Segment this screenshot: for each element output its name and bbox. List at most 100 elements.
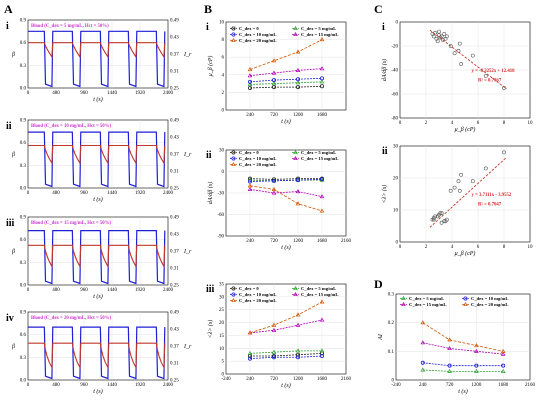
panel-a-ii-y-tick: 0.6 xyxy=(20,141,27,146)
panel-b-ii-series-line xyxy=(249,178,322,180)
panel-c-i-scatter-point xyxy=(483,74,488,78)
panel-a-i-y-tick: 0.3 xyxy=(20,64,27,69)
panel-b-iii-y-label: <λ> (s) xyxy=(207,320,214,339)
panel-c-ii-x-label: μ_β (cP) xyxy=(455,250,476,257)
panel-a: i Blood (C_dex = 5 mg/mL, Hct = 50%) 0 480 9… xyxy=(6,19,192,396)
panel-b-i-y-tick: 0 xyxy=(222,109,225,114)
panel-a-ii-y2-label: I_r xyxy=(183,152,192,158)
panel-b-ii-x-tick: 2160 xyxy=(341,239,352,244)
panel-a-iv-y-tick: 0.3 xyxy=(20,356,27,361)
panel-b-iii-label: iii xyxy=(206,284,215,295)
panel-label-d: D xyxy=(374,277,383,291)
panel-a-iii-x-tick: 1920 xyxy=(135,288,146,293)
panel-c-i-scatter-point xyxy=(459,62,464,66)
panel-a-iv-y-tick: 0.6 xyxy=(20,333,27,338)
panel-a-ii-x-tick: 480 xyxy=(52,191,60,196)
panel-b-ii-series-line xyxy=(249,189,323,197)
panel-b-i-series-line xyxy=(249,81,323,85)
panel-b-ii-data-point xyxy=(247,183,253,188)
panel-b-ii-data-point xyxy=(247,179,252,184)
panel-c-ii-x-tick: 8 xyxy=(503,245,506,250)
panel-b-iii-data-point xyxy=(319,353,324,358)
panel-b-i-x-tick: 240 xyxy=(246,113,254,118)
panel-c-ii-scatter-point xyxy=(438,211,443,216)
panel-b-iii-series-line xyxy=(249,319,323,334)
panel-b-iii-data-point xyxy=(319,299,325,304)
panel-a-iv-x-tick: 480 xyxy=(52,383,60,388)
panel-a-ii-y2-tick: 0.43 xyxy=(170,136,179,141)
panel-b-i-y-tick: 2 xyxy=(222,91,225,96)
panel-c-ii-y-tick: 0 xyxy=(396,241,399,246)
panel-b-ii-legend-marker xyxy=(231,150,236,155)
panel-b-i-y-tick: 6 xyxy=(222,56,225,61)
panel-b-iii-series-line xyxy=(249,301,323,334)
panel-c-ii-scatter-point xyxy=(444,217,449,222)
panel-b-i-data-point xyxy=(295,80,301,85)
panel-b-ii-legend-entry: C_dex = 20 mg/mL xyxy=(239,162,276,167)
panel-d-data-point xyxy=(474,363,479,368)
panel-a-iii-y2-tick: 0.43 xyxy=(170,233,179,238)
panel-b-i-y-tick: 10 xyxy=(219,21,225,26)
panel-a-iv-y2-tick: 0.49 xyxy=(170,311,179,316)
panel-a-iv-y2-label: I_r xyxy=(183,344,192,350)
panel-a-i-y2-label: I_r xyxy=(183,52,192,58)
panel-c-i-fit-r2: R² = 0.7367 xyxy=(478,78,502,84)
panel-b-iii-x-tick: 720 xyxy=(270,377,278,382)
panel-d-x-tick: 720 xyxy=(446,383,454,388)
panel-c-i-scatter-point xyxy=(448,44,453,48)
panel-d-y-tick: 0.2 xyxy=(388,321,395,326)
panel-c-i-y-tick: -80 xyxy=(391,117,398,122)
panel-b-i-legend-marker xyxy=(231,32,236,37)
panel-a-i-annotation: Blood (C_dex = 5 mg/mL, Hct = 50%) xyxy=(31,24,109,29)
panel-a-iii-y-tick: 0.6 xyxy=(20,238,27,243)
panel-b-i-data-point xyxy=(247,81,253,87)
panel-d-legend-marker xyxy=(401,301,406,307)
panel-b-i-data-point xyxy=(295,77,300,82)
panel-d-legend-entry: C_dex = 5 mg/mL xyxy=(409,296,444,301)
panel-b-i-data-point xyxy=(271,70,277,75)
panel-a-iii-x-tick: 1440 xyxy=(107,288,118,293)
panel-c-ii-x-tick: 0 xyxy=(399,245,402,250)
panel-a-ii-y-label: β xyxy=(11,152,15,158)
panel-b-iii-data-point xyxy=(295,352,300,357)
panel-c-i-scatter-point xyxy=(470,53,475,58)
panel-a-iv-x-tick: 2400 xyxy=(163,383,174,388)
panel-b-i-plot-frame xyxy=(225,21,347,111)
panel-c-ii-scatter-point xyxy=(456,179,461,184)
panel-b-iii-legend-entry: C_dex = 5 mg/mL xyxy=(301,286,336,291)
panel-d-legend-entry: C_dex = 15 mg/mL xyxy=(409,302,446,307)
panel-b-i-data-point xyxy=(271,81,277,86)
panel-b-i-data-point xyxy=(319,84,324,89)
panel-b-ii-data-point xyxy=(319,177,324,182)
panel-b-ii-legend-entry: C_dex = 15 mg/mL xyxy=(301,156,338,161)
panel-b-i-legend-entry: C_dex = 10 mg/mL xyxy=(239,32,276,37)
panel-d-data-point xyxy=(474,343,479,348)
panel-b-iii-y-tick: 5 xyxy=(222,360,225,365)
panel-a-i-beta-series xyxy=(28,30,166,88)
panel-b-iii-data-point xyxy=(247,350,253,355)
panel-a-ii-x-label: t (s) xyxy=(93,196,103,203)
panel-b-iii-x-tick: 1680 xyxy=(317,377,328,382)
panel-a-iii-y2-label: I_r xyxy=(183,249,192,255)
panel-b-i-series-line xyxy=(249,39,323,70)
panel-a-i-ir-series xyxy=(28,42,166,59)
panel-b-ii-legend-entry: C_dex = 10 mg/mL xyxy=(239,156,276,161)
panel-a-iv-y2-tick: 0.31 xyxy=(170,362,179,367)
panel-c-i-y-tick: 0 xyxy=(396,21,399,26)
panel-b-ii-data-point xyxy=(271,186,277,191)
panel-a-i-y-tick: 0.6 xyxy=(20,41,27,46)
panel-b-i-legend-marker xyxy=(293,25,298,31)
panel-b-iii-y-tick: 10 xyxy=(219,347,225,352)
panel-b-ii-x-tick: 720 xyxy=(270,239,278,244)
panel-c-i-x-tick: 10 xyxy=(528,121,534,126)
panel-b-ii-legend-marker xyxy=(231,156,236,161)
panel-d-x-tick: 1680 xyxy=(498,383,509,388)
panel-c-ii-scatter-point xyxy=(470,179,475,184)
panel-d-y-tick: 0 xyxy=(392,379,395,384)
panel-b-ii-data-point xyxy=(295,178,300,183)
panel-b-i-data-point xyxy=(319,76,324,81)
panel-b-i-data-point xyxy=(247,86,252,91)
panel-label-c: C xyxy=(374,2,383,16)
panel-a-i-x-tick: 960 xyxy=(80,91,88,96)
panel-c-ii-x-tick: 6 xyxy=(477,245,480,250)
